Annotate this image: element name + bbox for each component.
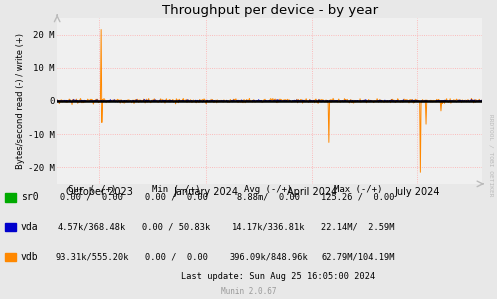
Text: RRDTOOL / TOBI OETIKER: RRDTOOL / TOBI OETIKER bbox=[489, 114, 494, 196]
Text: Cur (-/+): Cur (-/+) bbox=[68, 185, 116, 194]
Text: 125.26 /  0.00: 125.26 / 0.00 bbox=[321, 193, 395, 202]
Text: 0.00 /  0.00: 0.00 / 0.00 bbox=[145, 253, 208, 262]
Text: 396.09k/848.96k: 396.09k/848.96k bbox=[229, 253, 308, 262]
Title: Throughput per device - by year: Throughput per device - by year bbox=[162, 4, 378, 17]
Text: 22.14M/  2.59M: 22.14M/ 2.59M bbox=[321, 223, 395, 232]
Text: 0.00 / 50.83k: 0.00 / 50.83k bbox=[142, 223, 211, 232]
Text: sr0: sr0 bbox=[21, 192, 38, 202]
Text: Avg (-/+): Avg (-/+) bbox=[244, 185, 293, 194]
Text: Min (-/+): Min (-/+) bbox=[152, 185, 201, 194]
Text: 0.00 /  0.00: 0.00 / 0.00 bbox=[145, 193, 208, 202]
Text: 0.00 /  0.00: 0.00 / 0.00 bbox=[61, 193, 123, 202]
Text: vdb: vdb bbox=[21, 252, 38, 262]
Text: 8.88m/  0.00: 8.88m/ 0.00 bbox=[237, 193, 300, 202]
Y-axis label: Bytes/second read (-) / write (+): Bytes/second read (-) / write (+) bbox=[16, 33, 25, 169]
Text: Munin 2.0.67: Munin 2.0.67 bbox=[221, 287, 276, 296]
Text: Last update: Sun Aug 25 16:05:00 2024: Last update: Sun Aug 25 16:05:00 2024 bbox=[181, 272, 375, 281]
Text: 4.57k/368.48k: 4.57k/368.48k bbox=[58, 223, 126, 232]
Text: Max (-/+): Max (-/+) bbox=[333, 185, 382, 194]
Text: 14.17k/336.81k: 14.17k/336.81k bbox=[232, 223, 305, 232]
Text: 93.31k/555.20k: 93.31k/555.20k bbox=[55, 253, 129, 262]
Text: vda: vda bbox=[21, 222, 38, 232]
Text: 62.79M/104.19M: 62.79M/104.19M bbox=[321, 253, 395, 262]
